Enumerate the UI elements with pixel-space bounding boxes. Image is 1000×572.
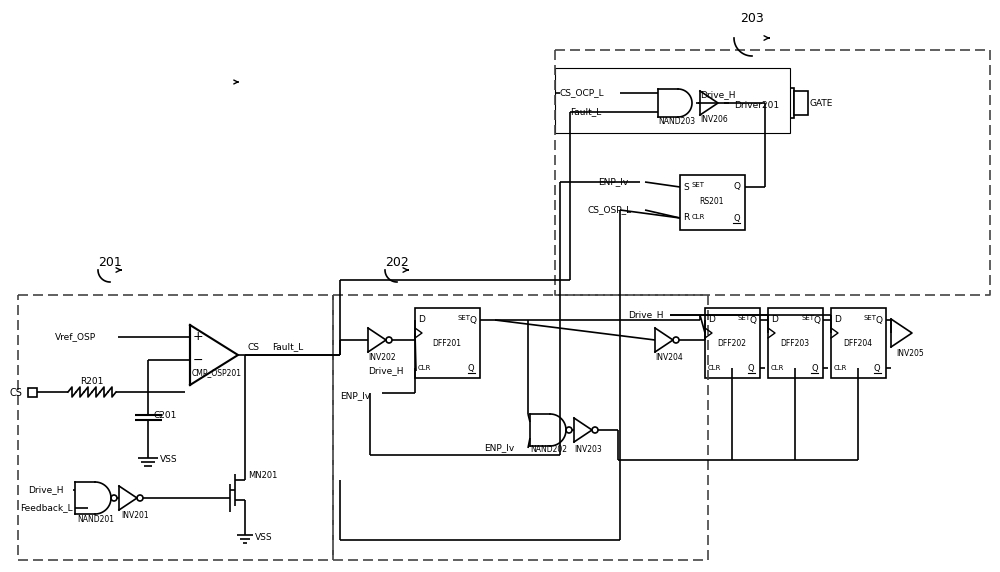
Text: DFF201: DFF201: [432, 339, 462, 348]
Bar: [28, 388, 37, 397]
Text: 203: 203: [740, 11, 764, 25]
Bar: [415, 308, 480, 378]
Text: D: D: [771, 316, 778, 324]
Text: DFF204: DFF204: [843, 339, 873, 348]
Text: SET: SET: [801, 315, 814, 321]
Text: VSS: VSS: [255, 533, 273, 542]
Text: Feedback_L: Feedback_L: [20, 503, 73, 513]
Text: INV202: INV202: [368, 352, 396, 362]
Text: RS201: RS201: [700, 197, 724, 206]
Text: INV203: INV203: [574, 444, 602, 454]
Text: DFF203: DFF203: [780, 339, 810, 348]
Text: Q: Q: [876, 316, 883, 324]
Text: R201: R201: [80, 376, 103, 386]
Text: SET: SET: [864, 315, 877, 321]
Text: SET: SET: [738, 315, 751, 321]
Text: CLR: CLR: [418, 365, 431, 371]
Text: D: D: [418, 316, 425, 324]
Text: ENP_lv: ENP_lv: [340, 391, 370, 400]
Bar: [680, 175, 745, 230]
Text: Q: Q: [733, 182, 740, 192]
Text: SET: SET: [692, 182, 705, 188]
Text: VSS: VSS: [160, 455, 178, 464]
Text: D: D: [708, 316, 715, 324]
Text: Q: Q: [748, 363, 755, 372]
Bar: [705, 308, 760, 378]
Bar: [768, 308, 823, 378]
Bar: [831, 308, 886, 378]
Text: 201: 201: [98, 256, 122, 268]
Text: NAND203: NAND203: [658, 117, 695, 126]
Text: CLR: CLR: [708, 365, 721, 371]
Text: D: D: [834, 316, 841, 324]
Text: DFF202: DFF202: [718, 339, 746, 348]
Text: Q: Q: [468, 363, 475, 372]
Text: 202: 202: [385, 256, 409, 268]
Text: MN201: MN201: [248, 471, 277, 479]
Text: Driver201: Driver201: [734, 101, 779, 110]
Text: −: −: [193, 353, 204, 367]
Text: ENP_lv: ENP_lv: [598, 177, 628, 186]
Bar: [794, 91, 808, 115]
Text: INV206: INV206: [700, 114, 728, 124]
Text: +: +: [193, 331, 204, 344]
Text: Q: Q: [811, 363, 818, 372]
Text: GATE: GATE: [810, 98, 833, 108]
Text: CLR: CLR: [771, 365, 784, 371]
Text: INV201: INV201: [121, 511, 149, 521]
Text: Fault_L: Fault_L: [272, 343, 303, 352]
Text: INV205: INV205: [896, 348, 924, 358]
Text: CS: CS: [10, 388, 23, 398]
Text: CS: CS: [248, 343, 260, 352]
Text: Fault_L: Fault_L: [570, 108, 601, 117]
Text: Drive_H: Drive_H: [700, 90, 736, 100]
Text: Q: Q: [750, 316, 757, 324]
Text: Drive_H: Drive_H: [368, 367, 404, 375]
Text: Vref_OSP: Vref_OSP: [55, 332, 96, 341]
Text: CLR: CLR: [692, 214, 705, 220]
Text: S: S: [683, 182, 689, 192]
Text: C201: C201: [154, 411, 177, 419]
Text: Q: Q: [733, 213, 740, 223]
Text: SET: SET: [458, 315, 471, 321]
Text: Q: Q: [470, 316, 477, 324]
Text: INV204: INV204: [655, 352, 683, 362]
Text: CS_OCP_L: CS_OCP_L: [560, 89, 605, 97]
Text: CS_OSP_L: CS_OSP_L: [587, 205, 631, 214]
Text: CMP_OSP201: CMP_OSP201: [192, 368, 242, 378]
Text: R: R: [683, 213, 689, 223]
Bar: [729, 88, 794, 118]
Bar: [555, 68, 790, 133]
Text: Q: Q: [813, 316, 820, 324]
Text: ENP_lv: ENP_lv: [484, 443, 514, 452]
Text: NAND202: NAND202: [530, 446, 567, 455]
Text: Q: Q: [874, 363, 881, 372]
Text: Drive_H: Drive_H: [628, 311, 664, 320]
Text: NAND201: NAND201: [77, 514, 114, 523]
Text: CLR: CLR: [834, 365, 847, 371]
Text: Drive_H: Drive_H: [28, 486, 64, 495]
